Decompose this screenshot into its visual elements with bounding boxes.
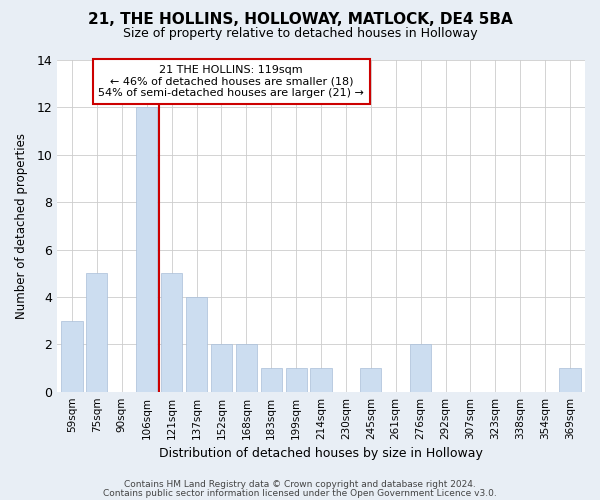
Text: Contains public sector information licensed under the Open Government Licence v3: Contains public sector information licen…	[103, 489, 497, 498]
Bar	[260, 368, 282, 392]
Y-axis label: Number of detached properties: Number of detached properties	[15, 133, 28, 319]
Bar	[286, 368, 307, 392]
Bar	[161, 273, 182, 392]
X-axis label: Distribution of detached houses by size in Holloway: Distribution of detached houses by size …	[159, 447, 483, 460]
Bar	[310, 368, 332, 392]
Text: 21 THE HOLLINS: 119sqm
← 46% of detached houses are smaller (18)
54% of semi-det: 21 THE HOLLINS: 119sqm ← 46% of detached…	[98, 65, 364, 98]
Bar	[61, 320, 83, 392]
Bar	[136, 108, 157, 392]
Bar	[236, 344, 257, 392]
Text: Size of property relative to detached houses in Holloway: Size of property relative to detached ho…	[122, 28, 478, 40]
Bar	[86, 273, 107, 392]
Bar	[559, 368, 581, 392]
Bar	[410, 344, 431, 392]
Bar	[360, 368, 382, 392]
Text: Contains HM Land Registry data © Crown copyright and database right 2024.: Contains HM Land Registry data © Crown c…	[124, 480, 476, 489]
Bar	[186, 297, 207, 392]
Bar	[211, 344, 232, 392]
Text: 21, THE HOLLINS, HOLLOWAY, MATLOCK, DE4 5BA: 21, THE HOLLINS, HOLLOWAY, MATLOCK, DE4 …	[88, 12, 512, 28]
